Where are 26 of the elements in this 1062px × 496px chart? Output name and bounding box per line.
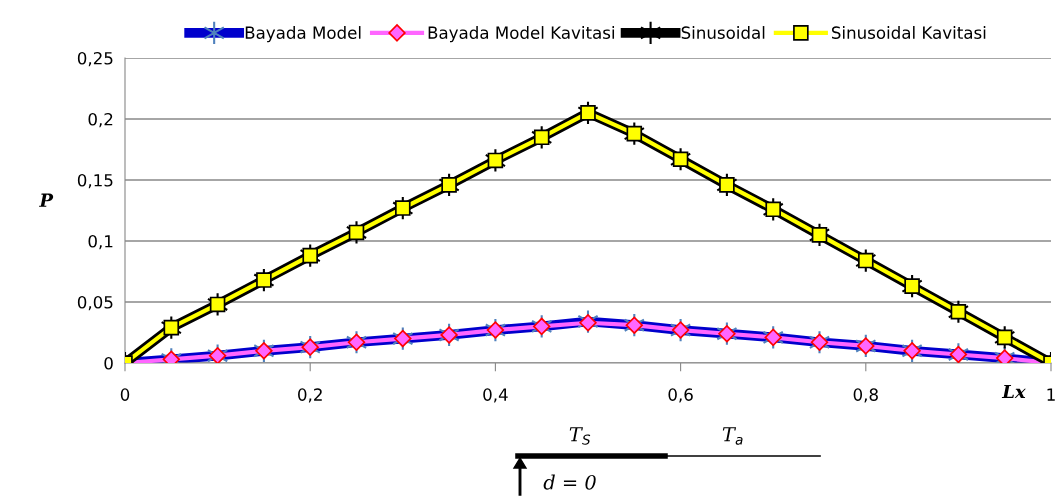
- point: [577, 100, 599, 126]
- y-tick-label: 0,2: [88, 112, 113, 128]
- y-tick-label: 0,25: [77, 51, 113, 67]
- text: T$_{S}$: [569, 427, 591, 445]
- x-axis-title: Lx: [1001, 384, 1026, 399]
- y-axis-title: P: [39, 193, 54, 207]
- point: [716, 172, 738, 198]
- x-tick-label: 0,6: [668, 388, 693, 403]
- point: [438, 172, 460, 198]
- y-tick-label: 0,05: [77, 295, 113, 311]
- text: d = 0: [543, 474, 596, 490]
- y-tick-label: 0,1: [88, 234, 113, 250]
- point: [392, 195, 414, 221]
- legend-label: Bayada Model: [245, 26, 361, 43]
- x-tick-label: 0,2: [298, 388, 322, 403]
- y-tick-label: 0: [104, 356, 113, 370]
- text: T$_{a}$: [722, 427, 743, 445]
- legend-label: Bayada Model Kavitasi: [428, 26, 615, 43]
- x-tick-label: 0: [120, 388, 130, 401]
- x-tick-label: 0,4: [483, 388, 508, 403]
- legend-label: Sinusoidal Kavitasi: [831, 26, 986, 39]
- x-tick-label: 1: [1047, 388, 1055, 401]
- legend-label: Sinusoidal: [681, 26, 765, 39]
- x-tick-label: 0,8: [853, 388, 878, 403]
- point: [253, 267, 275, 293]
- y-tick-label: 0,15: [77, 173, 113, 189]
